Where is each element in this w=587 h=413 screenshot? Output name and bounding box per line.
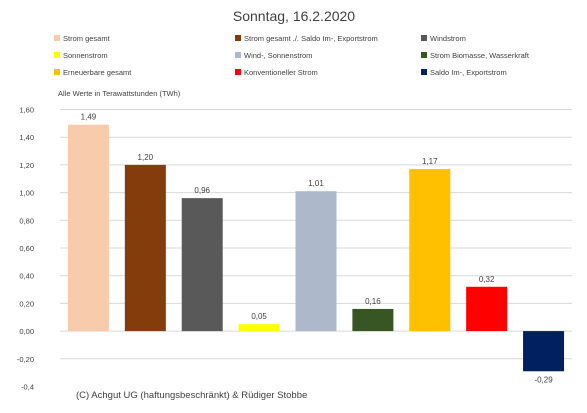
bar: [523, 331, 565, 372]
legend-swatch: [235, 35, 241, 41]
y-axis: 1,60 1,40 1,20 1,00 0,80 0,60 0,40 0,20 0,00 -0,2…: [17, 106, 34, 392]
bar: [466, 286, 508, 332]
y-tick-label: 0,80: [19, 216, 34, 225]
unit-note: Alle Werte in Terawattstunden (TWh): [58, 89, 181, 98]
data-label: 1,49: [81, 113, 97, 122]
y-tick-label: 0,40: [19, 272, 34, 281]
legend-swatch: [421, 35, 427, 41]
y-tick-label: 0,60: [19, 244, 34, 253]
bar: [409, 169, 451, 332]
data-label: 1,17: [422, 157, 438, 166]
legend-label: Strom Biomasse, Wasserkraft: [430, 51, 530, 60]
legend-label: Strom gesamt ./. Saldo Im-, Exportstrom: [244, 34, 378, 43]
data-label: 0,96: [194, 186, 210, 195]
legend-swatch: [54, 52, 60, 58]
y-tick-label: 0,20: [19, 299, 34, 308]
y-tick-label: 1,00: [19, 189, 34, 198]
legend-swatch: [235, 69, 241, 75]
y-tick-label: -0,4: [21, 383, 34, 392]
legend-label: Konventioneller Strom: [244, 68, 318, 77]
y-tick-label: 0,00: [19, 327, 34, 336]
data-label: -0,29: [534, 375, 553, 384]
legend-swatch: [421, 52, 427, 58]
y-tick-label: 1,20: [19, 161, 34, 170]
bar: [124, 164, 166, 332]
data-label: 0,32: [479, 275, 495, 284]
data-label: 1,20: [138, 153, 154, 162]
legend-swatch: [54, 69, 60, 75]
legend-label: Sonnenstrom: [63, 51, 108, 60]
y-tick-label: 1,60: [19, 106, 34, 115]
y-tick-label: -0,20: [17, 355, 34, 364]
legend: Strom gesamt Strom gesamt ./. Saldo Im-, …: [54, 34, 530, 77]
legend-swatch: [421, 69, 427, 75]
data-label: 0,05: [251, 312, 267, 321]
data-label: 1,01: [308, 179, 324, 188]
data-labels: 1,49 1,20 0,96 0,05 1,01 0,16 1,17 0,32 -0,29: [81, 113, 554, 385]
bar: [67, 124, 109, 332]
legend-swatch: [235, 52, 241, 58]
chart-title: Sonntag, 16.2.2020: [233, 8, 355, 24]
data-label: 0,16: [365, 297, 381, 306]
bar: [352, 308, 394, 332]
legend-swatch: [54, 35, 60, 41]
y-tick-label: 1,40: [19, 133, 34, 142]
credit-text: (C) Achgut UG (haftungsbeschränkt) & Rüd…: [76, 390, 307, 401]
legend-label: Erneuerbare gesamt: [63, 68, 132, 77]
bar: [238, 324, 280, 332]
bar: [181, 198, 223, 332]
legend-label: Saldo Im-, Exportstrom: [430, 68, 507, 77]
bar: [295, 191, 337, 332]
legend-label: Strom gesamt: [63, 34, 111, 43]
legend-label: Wind-, Sonnenstrom: [244, 51, 312, 60]
bars: [67, 124, 565, 372]
legend-label: Windstrom: [430, 34, 466, 43]
